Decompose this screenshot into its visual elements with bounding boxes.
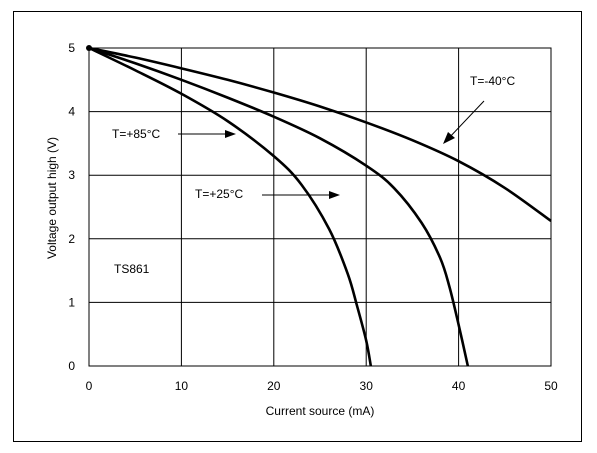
x-tick-label: 30 bbox=[360, 379, 374, 393]
grid bbox=[89, 48, 551, 366]
series-line bbox=[88, 46, 470, 367]
y-axis-label: Voltage output high (V) bbox=[45, 137, 59, 259]
curves bbox=[86, 45, 552, 367]
arrow-t25-head bbox=[329, 191, 340, 199]
arrow-t85-head bbox=[225, 130, 236, 138]
annotation-t25: T=+25°C bbox=[195, 187, 243, 201]
x-tick-label: 10 bbox=[175, 379, 189, 393]
y-tick-label: 0 bbox=[68, 359, 75, 373]
start-point-marker bbox=[86, 45, 92, 51]
y-tick-label: 3 bbox=[68, 168, 75, 182]
y-tick-label: 4 bbox=[68, 105, 75, 119]
annotation-t85: T=+85°C bbox=[112, 127, 160, 141]
annotation-ts861: TS861 bbox=[114, 262, 150, 276]
y-tick-label: 2 bbox=[68, 232, 75, 246]
x-axis-label: Current source (mA) bbox=[266, 404, 375, 418]
chart-frame bbox=[13, 11, 582, 442]
x-ticks: 0 10 20 30 40 50 bbox=[86, 379, 558, 393]
x-tick-label: 50 bbox=[544, 379, 558, 393]
arrow-t40-head bbox=[443, 132, 455, 144]
annotation-t40: T=-40°C bbox=[470, 74, 515, 88]
arrow-t40 bbox=[446, 100, 485, 141]
y-ticks: 0 1 2 3 4 5 bbox=[68, 41, 75, 373]
plot-area bbox=[88, 47, 552, 367]
x-tick-label: 40 bbox=[452, 379, 466, 393]
x-tick-label: 0 bbox=[86, 379, 93, 393]
y-tick-label: 1 bbox=[68, 295, 75, 309]
y-tick-label: 5 bbox=[68, 41, 75, 55]
x-tick-label: 20 bbox=[267, 379, 281, 393]
series-line bbox=[88, 46, 373, 367]
series-line bbox=[88, 46, 552, 223]
